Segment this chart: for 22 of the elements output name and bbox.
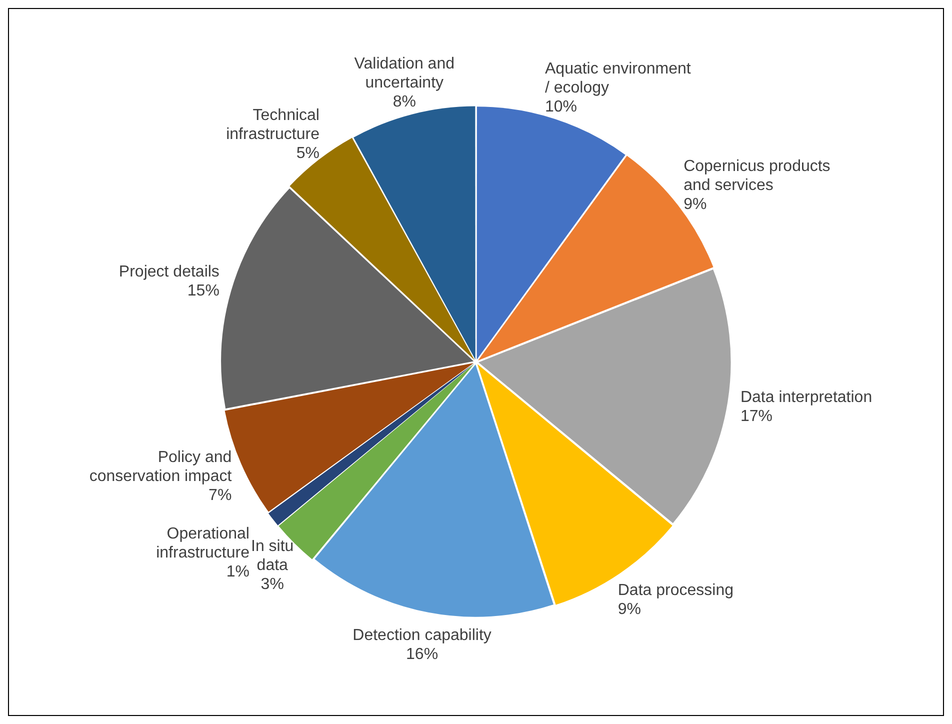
- data-label: 7%: [208, 486, 232, 504]
- slice-label: Data processing: [618, 582, 734, 600]
- data-label: 10%: [544, 98, 578, 116]
- data-label: 8%: [392, 93, 416, 110]
- data-label: 9%: [618, 601, 642, 618]
- slice-label: Aquatic environment / ecology: [544, 60, 692, 96]
- slice-label: Copernicus products and services: [684, 158, 830, 194]
- slice-label: In situ data: [251, 538, 294, 574]
- data-label: 17%: [740, 408, 772, 425]
- data-label: 16%: [406, 646, 438, 663]
- slice-label: Operational infrastructure: [156, 526, 250, 562]
- data-label: 1%: [226, 564, 250, 581]
- data-label: 5%: [296, 144, 320, 162]
- data-label: 3%: [260, 576, 284, 594]
- slice-label: Policy and conservation impact: [89, 448, 232, 485]
- slice-label: Data interpretation: [740, 388, 872, 406]
- slice-label: Validation and uncertainty: [354, 55, 454, 92]
- data-label: 9%: [684, 196, 707, 213]
- slice-label: Technical infrastructure: [226, 106, 320, 143]
- slice-label: Project details: [118, 264, 220, 281]
- data-label: 15%: [187, 282, 220, 300]
- slice-label: Detection capability: [352, 626, 492, 644]
